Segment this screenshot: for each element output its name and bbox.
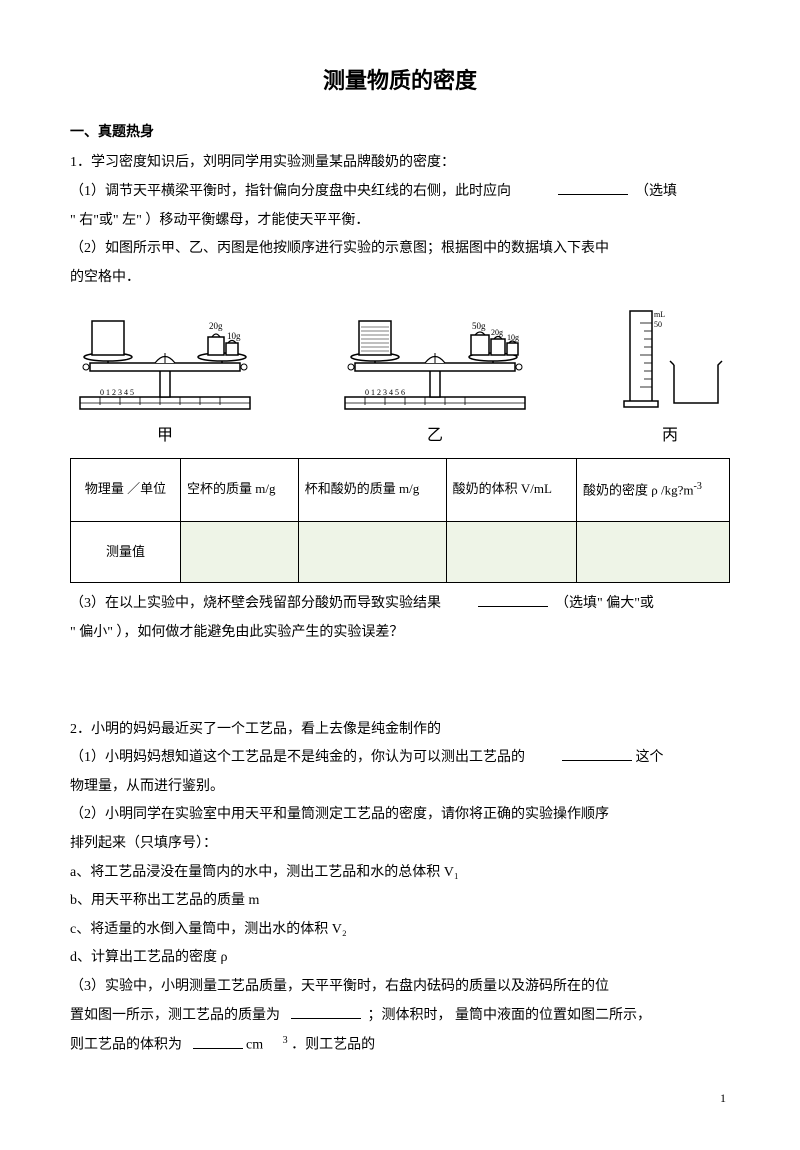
cell-1[interactable] [181, 521, 299, 583]
q2-p3f: ．则工艺品的 [291, 1038, 375, 1053]
data-table: 物理量 ／单位 空杯的质量 m/g 杯和酸奶的质量 m/g 酸奶的体积 V/mL… [70, 458, 730, 584]
q2-p2: （2）小明同学在实验室中用天平和量筒测定工艺品的密度，请你将正确的实验操作顺序 [70, 802, 730, 829]
balance-yi: 0 1 2 3 4 5 6 50g 20g 10g 乙 [335, 315, 535, 451]
blank-3[interactable] [562, 747, 632, 761]
q1-p1c: " 右"或" 左" ）移动平衡螺母，才能使天平平衡． [70, 208, 730, 235]
label-jia: 甲 [157, 421, 173, 451]
th-4: 酸奶的体积 V/mL [446, 458, 576, 521]
q2-p1a: （1）小明妈妈想知道这个工艺品是不是纯金的，你认为可以测出工艺品的 [70, 750, 525, 765]
svg-text:20g: 20g [491, 328, 503, 337]
page-number: 1 [70, 1087, 730, 1110]
q1-p1b: （选填 [635, 184, 677, 199]
weight-20g: 20g [209, 321, 223, 331]
section-heading: 一、真题热身 [70, 120, 730, 147]
q2-p3d-line: 则工艺品的体积为 cm 3 ．则工艺品的 [70, 1031, 730, 1059]
q2-d: d、计算出工艺品的密度 ρ [70, 945, 730, 972]
label-yi: 乙 [427, 421, 443, 451]
q1-p1: （1）调节天平横梁平衡时，指针偏向分度盘中央红线的右侧，此时应向 （选填 [70, 179, 730, 206]
q2-b: b、用天平称出工艺品的质量 m [70, 888, 730, 915]
q2-p2b: 排列起来（只填序号）： [70, 831, 730, 858]
page-title: 测量物质的密度 [70, 60, 730, 102]
q2-p1: （1）小明妈妈想知道这个工艺品是不是纯金的，你认为可以测出工艺品的 这个 [70, 745, 730, 772]
q1-p3: （3）在以上实验中，烧杯壁会残留部分酸奶而导致实验结果 （选填" 偏大"或 [70, 591, 730, 618]
cell-2[interactable] [298, 521, 446, 583]
q1-p3b: （选填" 偏大"或 [555, 596, 654, 611]
q2-p1b: 这个 [636, 750, 664, 765]
label-bing: 丙 [662, 421, 678, 451]
q1-p3a: （3）在以上实验中，烧杯壁会残留部分酸奶而导致实验结果 [70, 596, 441, 611]
q2-intro: 2．小明的妈妈最近买了一个工艺品，看上去像是纯金制作的 [70, 717, 730, 744]
q2-c: c、将适量的水倒入量筒中，测出水的体积 V₂ [70, 917, 730, 944]
q1-p2b: 的空格中． [70, 265, 730, 292]
th-1: 物理量 ／单位 [71, 458, 181, 521]
blank-4[interactable] [291, 1005, 361, 1019]
svg-text:mL: mL [654, 310, 665, 319]
q1-p1a: （1）调节天平横梁平衡时，指针偏向分度盘中央红线的右侧，此时应向 [70, 184, 511, 199]
q2-p3d: 则工艺品的体积为 [70, 1038, 182, 1053]
diagram-row: 0 1 2 3 4 5 20g 10g 甲 [70, 305, 730, 451]
cell-3[interactable] [446, 521, 576, 583]
blank-5[interactable] [193, 1035, 243, 1049]
balance-jia: 0 1 2 3 4 5 20g 10g 甲 [70, 315, 260, 451]
q2-p3e: cm [246, 1038, 263, 1053]
th-3: 杯和酸奶的质量 m/g [298, 458, 446, 521]
th-2: 空杯的质量 m/g [181, 458, 299, 521]
weight-10g: 10g [227, 331, 241, 341]
q1-p2: （2）如图所示甲、乙、丙图是他按顺序进行实验的示意图；根据图中的数据填入下表中 [70, 236, 730, 263]
svg-text:0 1 2 3 4 5 6: 0 1 2 3 4 5 6 [365, 388, 405, 397]
th-5: 酸奶的密度 ρ /kg?m-3 [577, 458, 730, 521]
q2-p3b-line: 置如图一所示，测工艺品的质量为 ；测体积时， 量筒中液面的位置如图二所示， [70, 1003, 730, 1030]
q2-p1c: 物理量，从而进行鉴别。 [70, 774, 730, 801]
q2-p3a: （3）实验中，小明测量工艺品质量，天平平衡时，右盘内砝码的质量以及游码所在的位 [70, 974, 730, 1001]
svg-text:10g: 10g [507, 333, 519, 342]
svg-text:50g: 50g [472, 321, 486, 331]
q2-p3c: ；测体积时， 量筒中液面的位置如图二所示， [368, 1008, 652, 1023]
blank-2[interactable] [478, 593, 548, 607]
cell-4[interactable] [577, 521, 730, 583]
svg-text:50: 50 [654, 320, 662, 329]
row-label: 测量值 [71, 521, 181, 583]
blank-1[interactable] [558, 181, 628, 195]
cylinder-bing: mL 50 丙 [610, 305, 730, 451]
q2-a: a、将工艺品浸没在量筒内的水中，测出工艺品和水的总体积 V₁ [70, 860, 730, 887]
svg-text:0 1 2 3 4 5: 0 1 2 3 4 5 [100, 388, 134, 397]
q1-p3c: " 偏小" ），如何做才能避免由此实验产生的实验误差？ [70, 620, 730, 647]
q1-intro: 1．学习密度知识后，刘明同学用实验测量某品牌酸奶的密度： [70, 150, 730, 177]
q2-p3b: 置如图一所示，测工艺品的质量为 [70, 1008, 280, 1023]
